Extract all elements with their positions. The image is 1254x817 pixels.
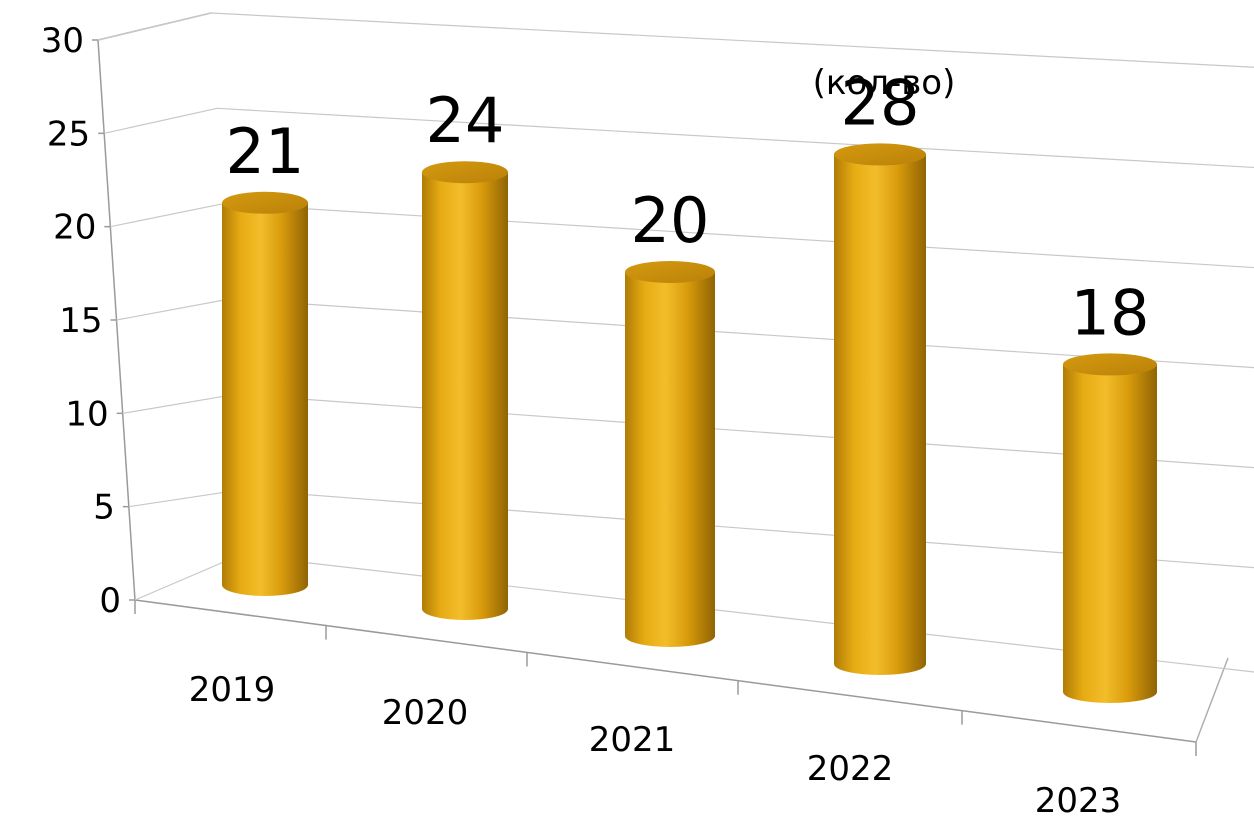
y-tick-label: 10: [65, 394, 108, 434]
bar-top: [625, 261, 715, 283]
gridline-diagonal: [122, 393, 236, 414]
bar: [222, 191, 308, 597]
data-label: 20: [631, 184, 710, 257]
bar-body: [422, 172, 508, 620]
x-tick-label: 2020: [382, 693, 469, 733]
y-tick-label: 20: [53, 208, 96, 248]
gridline: [217, 107, 1254, 169]
bar: [834, 143, 926, 675]
x-tick-label: 2023: [1035, 781, 1122, 817]
y-tick-label: 0: [99, 581, 121, 621]
bar-top: [834, 143, 926, 166]
gridline-diagonal: [104, 107, 218, 134]
data-label: 18: [1071, 276, 1150, 349]
bar-body: [834, 154, 926, 675]
annotation-label: (кол-во): [813, 63, 956, 103]
bars: [222, 143, 1157, 703]
x-tick-label: 2021: [589, 720, 676, 760]
gridline: [210, 12, 1254, 68]
data-label: 21: [226, 115, 305, 188]
floor-front-edge: [134, 599, 1197, 743]
floor-right-edge: [1195, 657, 1229, 743]
y-tick-label: 5: [93, 488, 115, 528]
y-tick-label: 30: [41, 21, 84, 61]
bar-body: [222, 202, 308, 597]
bar-top: [1063, 353, 1157, 376]
bar: [625, 261, 715, 647]
y-tick-label: 25: [47, 114, 90, 154]
x-tick-label: 2022: [807, 749, 894, 789]
gridline-diagonal: [116, 298, 230, 321]
bar-top: [422, 161, 508, 184]
gridline: [223, 203, 1254, 269]
y-tick-label: 15: [59, 301, 102, 341]
x-axis-ticks: 2019 2020 2021 2022 2023: [134, 600, 1197, 817]
bar: [1063, 353, 1157, 703]
bar: [422, 161, 508, 620]
x-tick-label: 2019: [189, 670, 276, 710]
data-labels: 21 24 20 28 18: [226, 66, 1150, 349]
gridline-diagonal: [97, 12, 212, 41]
bar-body: [625, 272, 715, 647]
bar-body: [1063, 364, 1157, 703]
bar-top: [222, 191, 308, 214]
data-label: 28: [841, 66, 920, 139]
y-axis-ticks: 0 5 10 15 20 25 30: [41, 21, 135, 621]
data-label: 24: [426, 84, 505, 157]
gridline-diagonal: [110, 203, 224, 228]
